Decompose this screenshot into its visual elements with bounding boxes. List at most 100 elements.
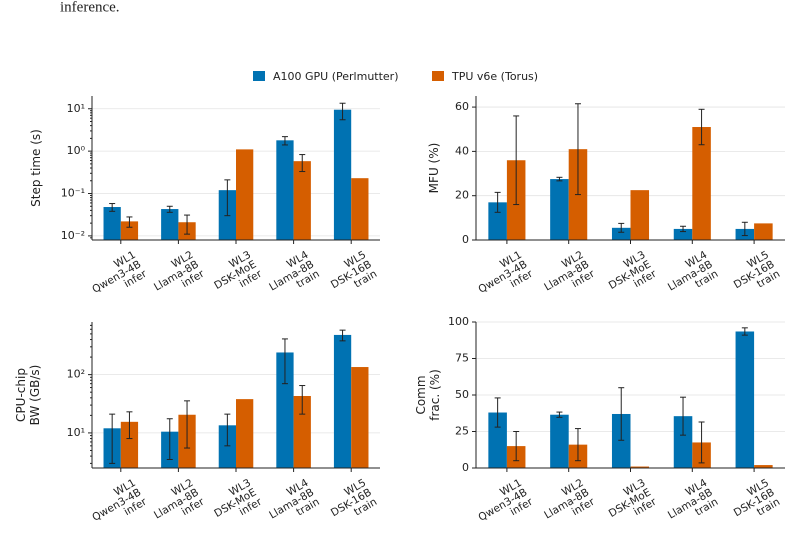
y-tick-label: 10⁰: [67, 144, 86, 157]
error-bar: [741, 221, 748, 237]
error-bar: [281, 136, 288, 146]
bar: [754, 465, 773, 468]
bar: [550, 414, 569, 468]
error-bar: [698, 108, 705, 146]
bar: [351, 367, 369, 468]
bar: [236, 399, 254, 468]
error-bar: [299, 154, 306, 173]
error-bar: [494, 397, 501, 428]
x-tick-label: WL5DSK-16Btrain: [726, 249, 782, 301]
y-axis-label: Commfrac. (%): [414, 369, 442, 421]
y-tick-label: 10¹: [67, 102, 85, 115]
bar: [276, 140, 294, 240]
y-tick-label: 75: [455, 352, 469, 365]
bar: [293, 395, 311, 468]
error-bar: [556, 176, 563, 182]
y-tick-label: 0: [462, 461, 469, 474]
caption-fragment: inference.: [60, 0, 120, 15]
y-tick-label: 60: [455, 100, 469, 113]
error-bar: [109, 413, 116, 464]
bar: [120, 421, 139, 468]
error-bar: [574, 103, 581, 196]
x-tick-label: WL5DSK-16Btrain: [323, 477, 379, 529]
bar: [293, 161, 311, 240]
x-tick-label: WL4Llama-8Btrain: [660, 477, 720, 531]
y-tick-label: 10⁻²: [61, 229, 85, 242]
bar: [630, 466, 650, 468]
error-bar: [126, 411, 133, 440]
error-bar: [109, 203, 116, 212]
bar: [692, 127, 711, 240]
x-tick-label: WL2Llama-8Binfer: [537, 476, 597, 531]
y-tick-label: 50: [455, 388, 469, 401]
x-tick-label: WL2Llama-8Binfer: [537, 248, 597, 303]
y-axis-label-line: BW (GB/s): [28, 365, 42, 426]
error-bar: [299, 385, 306, 415]
bar: [611, 227, 631, 240]
bar: [673, 416, 693, 468]
y-tick-label: 20: [455, 189, 469, 202]
x-tick-label: WL4Llama-8Btrain: [660, 249, 720, 303]
bar: [103, 207, 121, 240]
y-axis-label-line: MFU (%): [427, 143, 441, 194]
x-tick-label: WL2Llama-8Binfer: [146, 248, 206, 303]
bar: [120, 221, 139, 240]
x-tick-label: WL3DSK-MoEinfer: [601, 248, 659, 301]
y-tick-label: 25: [455, 425, 469, 438]
legend-swatch: [253, 71, 265, 81]
bar: [333, 334, 352, 468]
bar: [351, 178, 369, 240]
x-tick-label: WL4Llama-8Btrain: [262, 477, 322, 531]
legend-swatch: [432, 71, 444, 81]
x-tick-label: WL1Qwen3-4Binfer: [471, 248, 536, 305]
x-tick-label: WL5DSK-16Btrain: [726, 477, 782, 529]
error-bar: [494, 191, 501, 213]
error-bar: [680, 396, 687, 436]
y-axis-label: CPU-chipBW (GB/s): [14, 365, 42, 426]
bar: [161, 209, 179, 240]
error-bar: [556, 411, 563, 418]
error-bar: [339, 329, 346, 342]
x-tick-label: WL5DSK-16Btrain: [323, 249, 379, 301]
x-tick-label: WL3DSK-MoEinfer: [207, 248, 265, 301]
error-bar: [126, 216, 133, 228]
error-bar: [281, 338, 288, 385]
bar: [488, 412, 507, 468]
y-axis-label-line: Comm: [414, 375, 428, 414]
bar: [218, 425, 236, 468]
y-tick-label: 100: [448, 315, 469, 328]
y-axis-label-line: frac. (%): [428, 369, 442, 421]
error-bar: [166, 205, 173, 213]
legend-label: TPU v6e (Torus): [451, 70, 538, 83]
error-bar: [618, 387, 625, 441]
y-tick-label: 10²: [67, 368, 85, 381]
y-tick-label: 10¹: [67, 426, 85, 439]
x-tick-label: WL1Qwen3-4Binfer: [471, 476, 536, 533]
error-bar: [184, 400, 191, 449]
bar: [236, 149, 254, 240]
error-bar: [166, 418, 173, 460]
bar: [333, 109, 352, 240]
bar: [488, 202, 507, 240]
bar: [611, 413, 631, 468]
x-tick-label: WL2Llama-8Binfer: [146, 476, 206, 531]
bar: [550, 179, 569, 240]
error-bar: [339, 102, 346, 121]
bar: [735, 331, 755, 468]
error-bar: [184, 214, 191, 235]
x-tick-label: WL1Qwen3-4Binfer: [85, 248, 150, 305]
error-bar: [224, 413, 231, 447]
bar: [276, 352, 294, 468]
bar: [673, 228, 693, 240]
y-tick-label: 40: [455, 144, 469, 157]
error-bar: [574, 428, 581, 462]
y-tick-label: 10⁻¹: [61, 187, 85, 200]
bar: [630, 190, 650, 240]
x-tick-label: WL3DSK-MoEinfer: [601, 476, 659, 529]
y-tick-label: 0: [462, 233, 469, 246]
y-axis-label: MFU (%): [427, 143, 441, 194]
error-bar: [224, 179, 231, 217]
bar: [754, 223, 773, 240]
y-axis-label-line: Step time (s): [29, 129, 43, 207]
